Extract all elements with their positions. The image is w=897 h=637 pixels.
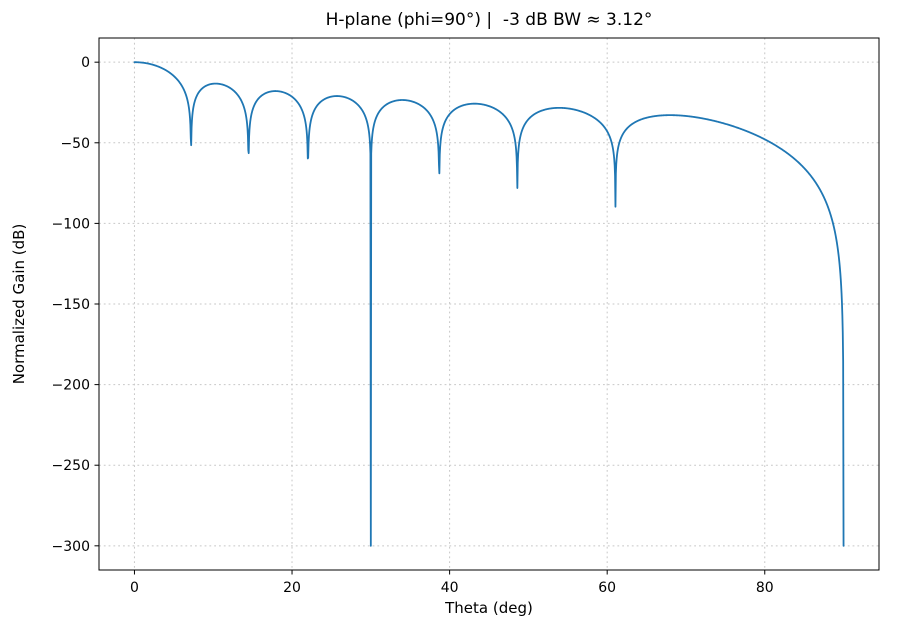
y-tick-label: −300 [52,539,90,555]
x-tick-label: 20 [283,580,301,596]
y-tick-label: −100 [52,216,90,232]
y-axis-label: Normalized Gain (dB) [10,224,28,385]
chart-title: H-plane (phi=90°) | -3 dB BW ≈ 3.12° [326,10,653,30]
y-tick-label: −250 [52,458,90,474]
x-tick-label: 0 [130,580,139,596]
series-line [133,61,845,547]
x-tick-label: 40 [441,580,459,596]
x-axis-label: Theta (deg) [444,599,533,617]
y-tick-label: −150 [52,297,90,313]
x-tick-label: 60 [598,580,616,596]
y-tick-label: 0 [81,55,90,71]
x-tick-label: 80 [756,580,774,596]
y-tick-label: −200 [52,378,90,394]
y-tick-label: −50 [60,136,90,152]
